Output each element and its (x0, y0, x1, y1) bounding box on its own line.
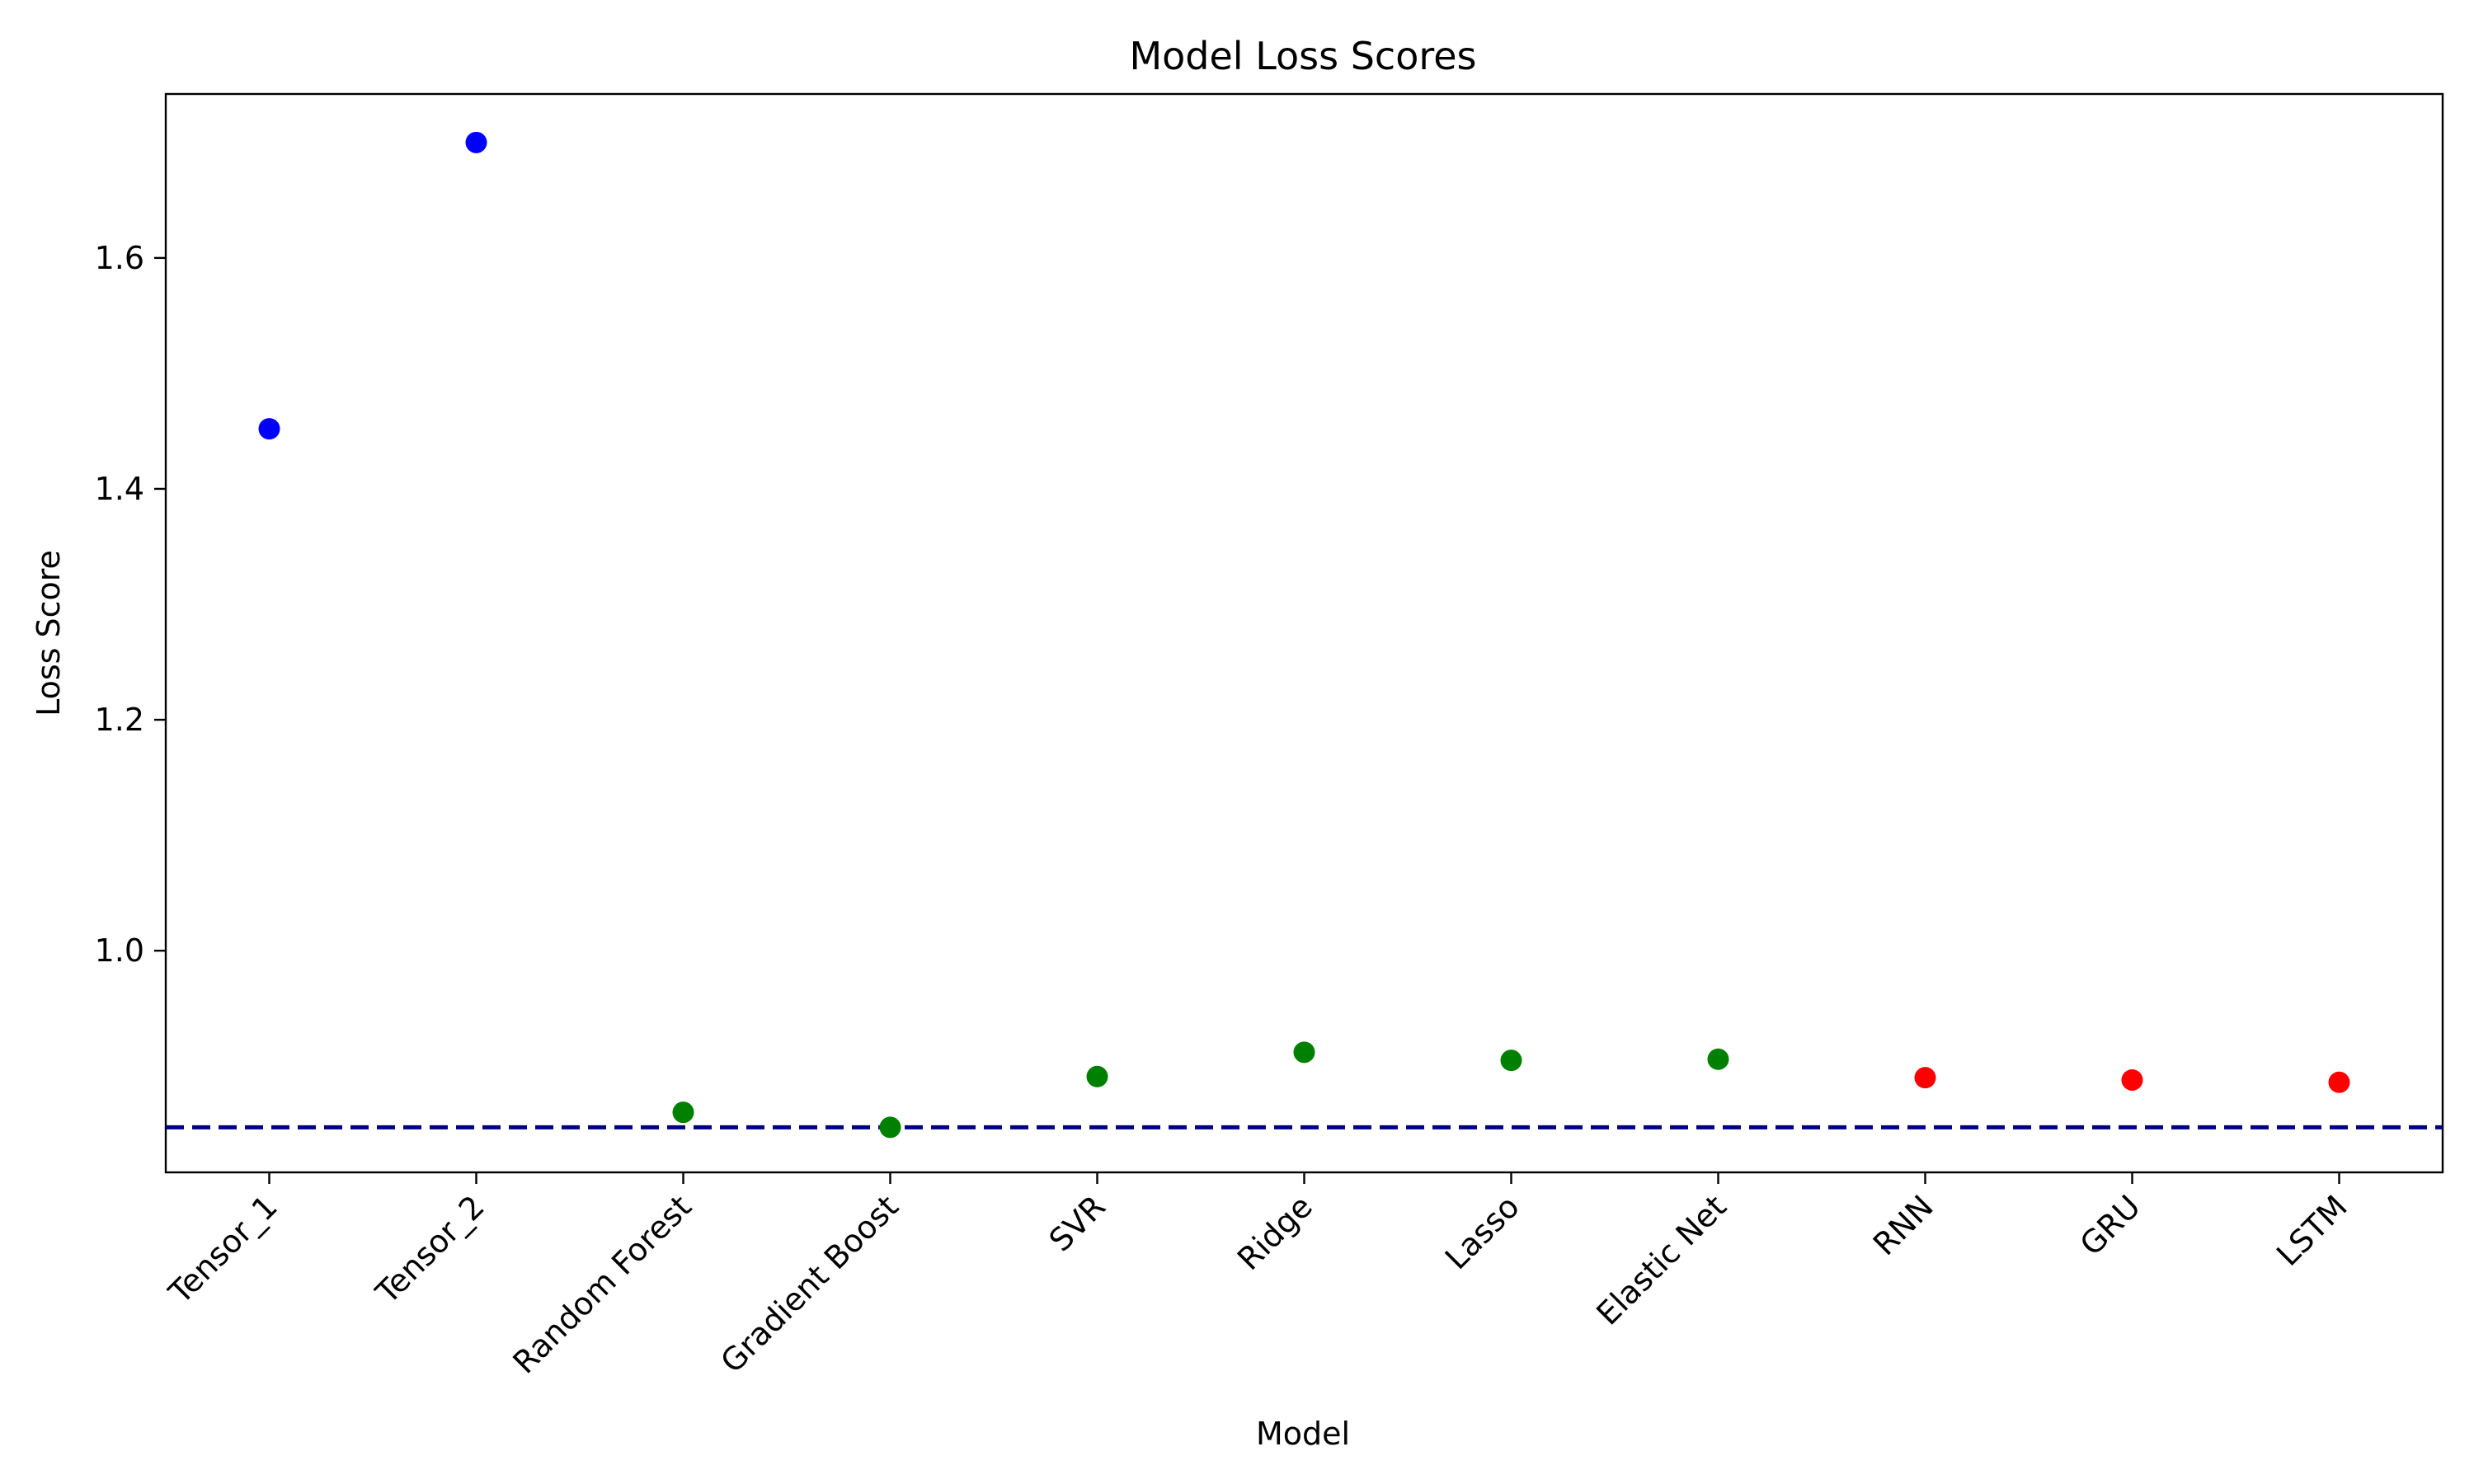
x-tick-label: Lasso (1438, 1188, 1526, 1276)
x-tick-label: GRU (2073, 1188, 2147, 1262)
data-point-tensor-1 (258, 418, 280, 440)
data-point-lasso (1500, 1050, 1522, 1072)
x-tick-label: LSTM (2269, 1188, 2354, 1273)
data-point-svr (1086, 1065, 1108, 1087)
data-point-random-forest (672, 1101, 694, 1124)
x-axis-title: Model (1256, 1416, 1350, 1452)
x-tick-label: Random Forest (506, 1188, 698, 1380)
data-point-gradient-boost (879, 1116, 901, 1139)
data-point-lstm (2328, 1071, 2350, 1093)
data-point-gru (2121, 1068, 2143, 1091)
x-tick-label: Ridge (1230, 1188, 1319, 1277)
y-tick-label: 1.4 (95, 471, 144, 507)
y-axis-title: Loss Score (31, 550, 67, 716)
data-point-ridge (1293, 1041, 1315, 1064)
x-tick-label: Tensor_1 (162, 1188, 285, 1311)
y-tick-label: 1.2 (95, 702, 144, 738)
x-tick-label: Gradient Boost (713, 1188, 905, 1379)
y-tick-label: 1.6 (95, 240, 144, 276)
data-point-elastic-net (1707, 1048, 1729, 1070)
data-point-tensor-2 (465, 131, 487, 153)
x-tick-label: SVR (1042, 1188, 1112, 1258)
x-tick-label: Tensor_2 (369, 1188, 492, 1311)
data-point-rnn (1914, 1067, 1936, 1089)
x-tick-label: RNN (1866, 1188, 1940, 1262)
chart-title: Model Loss Scores (1129, 34, 1476, 78)
x-tick-label: Elastic Net (1589, 1188, 1733, 1332)
plot-frame (164, 92, 2444, 1174)
y-tick-label: 1.0 (95, 932, 144, 969)
plot-area: 1.0 1.2 1.4 1.6 Tensor_1 Tensor_2 Random Fores… (95, 92, 2444, 1381)
